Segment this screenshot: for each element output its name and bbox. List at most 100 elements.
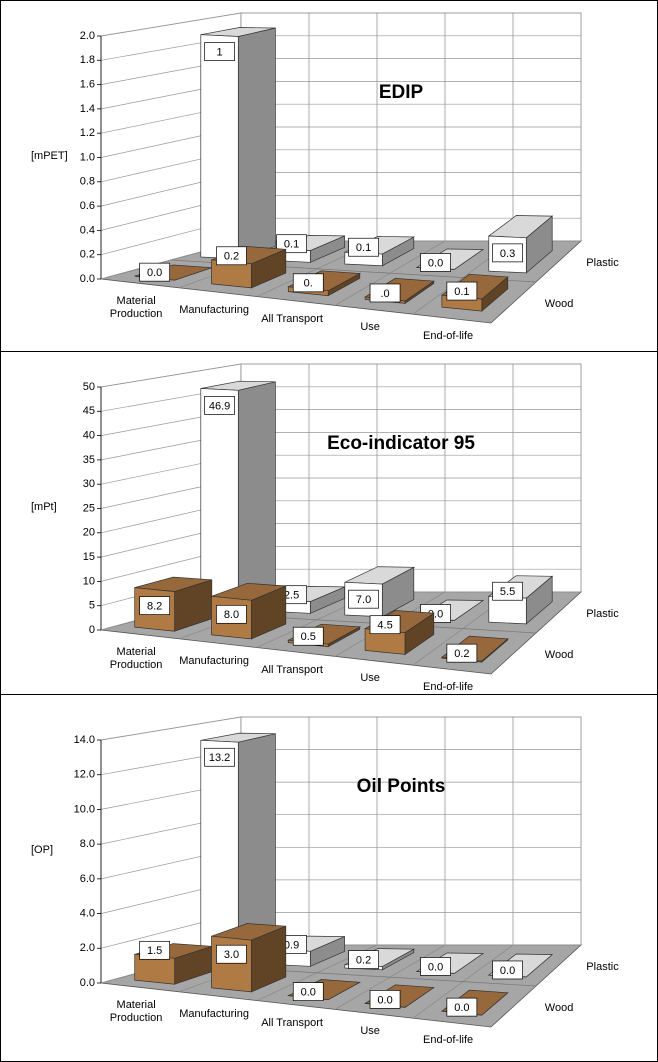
x-tick-label: Manufacturing — [179, 303, 249, 316]
bar-front — [211, 259, 252, 289]
y-axis-label: [mPET] — [31, 150, 68, 162]
value-label: 3.0 — [224, 949, 239, 961]
value-label-box — [139, 940, 171, 960]
bar-front — [134, 953, 175, 985]
series-label: Wood — [545, 649, 574, 661]
x-tick-label: All Transport — [261, 663, 323, 676]
value-label-box — [348, 950, 379, 969]
bar — [200, 732, 276, 964]
value-label-box — [204, 396, 235, 415]
y-tick-label: 40 — [83, 430, 95, 442]
value-label-box — [139, 262, 171, 282]
y-tick-label: 1.0 — [80, 151, 95, 163]
value-label-box — [446, 281, 478, 301]
y-tick-label: 30 — [83, 478, 95, 490]
x-tick-label: Use — [360, 321, 380, 334]
value-label-box — [216, 604, 247, 624]
chart: 0 5 10 15 20 25 30 35 40 45 50 [mPt] Eco-indicator 9… — [31, 363, 619, 675]
y-tick-label: 1.4 — [80, 103, 95, 115]
y-tick-label: 1.6 — [80, 79, 95, 91]
value-label: .0 — [380, 288, 389, 300]
x-tick-label: End-of-life — [423, 1034, 474, 1047]
chart-panel: 0.0 0.2 0.4 0.6 0.8 1.0 1.2 1.4 1.6 1.8 2.0 [mPET] E… — [1, 1, 657, 352]
y-tick-label: 0.0 — [80, 977, 95, 989]
x-tick-label: Manufacturing — [179, 654, 249, 667]
chart-title: Eco-indicator 95 — [327, 433, 475, 454]
y-axis-label: [mPt] — [31, 501, 57, 513]
value-label: 0.1 — [356, 242, 371, 254]
y-tick-label: 10 — [83, 575, 95, 587]
value-label-box — [492, 960, 523, 980]
y-tick-label: 5 — [89, 600, 95, 612]
y-tick-label: 4.0 — [80, 907, 95, 919]
value-label-box — [348, 237, 379, 257]
value-label-box — [292, 982, 324, 1001]
y-tick-label: 10.0 — [74, 803, 95, 815]
back-wall — [240, 716, 582, 946]
y-tick-label: 25 — [83, 502, 95, 514]
value-label-box — [492, 581, 523, 601]
y-tick-label: 6.0 — [80, 873, 95, 885]
series-label: Wood — [545, 298, 574, 310]
value-label-box — [139, 596, 171, 615]
value-label: 7.0 — [356, 594, 371, 606]
value-label: 0.0 — [500, 965, 515, 977]
value-label: 8.2 — [147, 601, 162, 613]
value-label: 2.5 — [284, 590, 299, 602]
value-label-box — [348, 589, 379, 609]
y-tick-label: 0.8 — [80, 176, 95, 188]
chart: 0.00.20.40.60.81.01.21.41.61.82.0[mPET]E… — [31, 12, 619, 324]
value-label-box — [276, 234, 307, 254]
x-tick-label: Material Production — [109, 998, 163, 1024]
value-label: 5.5 — [500, 586, 515, 598]
value-label: 0.1 — [454, 286, 469, 298]
grid-line — [100, 363, 581, 388]
value-label-box — [446, 643, 478, 663]
x-tick-label: Use — [360, 1025, 380, 1038]
value-label-box — [369, 990, 401, 1009]
y-tick-label: 14.0 — [74, 734, 95, 746]
bar-front — [200, 388, 239, 611]
x-tick-label: Manufacturing — [179, 1007, 249, 1020]
y-axis-label: [OP] — [31, 844, 53, 856]
x-tick-label: Use — [360, 672, 380, 685]
value-label: 0. — [304, 278, 313, 290]
y-tick-label: 2.0 — [80, 30, 95, 42]
value-label: 1 — [216, 46, 222, 58]
x-tick-label: End-of-life — [423, 330, 474, 343]
chart-panel: 0 5 10 15 20 25 30 35 40 45 50 [mPt] Eco-indicator 9… — [1, 352, 657, 695]
value-label: 0.0 — [428, 961, 443, 973]
y-tick-label: 1.8 — [80, 54, 95, 66]
y-tick-label: 0.4 — [80, 224, 95, 236]
value-label-box — [492, 243, 523, 263]
y-tick-label: 2.0 — [80, 942, 95, 954]
value-label: 0.2 — [454, 648, 469, 660]
chart-title: EDIP — [379, 82, 424, 103]
value-label: 0.5 — [301, 631, 316, 643]
value-label-box — [292, 626, 324, 646]
value-label: 0.0 — [377, 994, 392, 1006]
bar-front — [488, 595, 527, 625]
series-label: Wood — [545, 1002, 574, 1014]
series-label: Plastic — [586, 961, 619, 973]
bar-front — [211, 935, 252, 993]
value-label-box — [369, 283, 401, 303]
value-label-box — [420, 957, 451, 976]
value-label: 0.0 — [301, 987, 316, 999]
x-tick-label: End-of-life — [423, 681, 474, 694]
y-tick-label: 0.0 — [80, 273, 95, 285]
x-tick-label: Material Production — [109, 294, 163, 320]
chart-title: Oil Points — [357, 776, 446, 797]
value-label-box — [446, 997, 478, 1017]
series-label: Plastic — [586, 257, 619, 269]
y-tick-label: 0.2 — [80, 249, 95, 261]
value-label-box — [216, 246, 247, 266]
bar — [200, 380, 276, 611]
y-tick-label: 15 — [83, 551, 95, 563]
value-label-box — [369, 615, 401, 635]
chart: 0.0 2.0 4.0 6.0 8.0 10.0 12.0 14.0 [OP] Oil Point… — [31, 716, 619, 1028]
value-label: 0.0 — [454, 1002, 469, 1014]
y-tick-label: 45 — [83, 405, 95, 417]
bar — [200, 27, 276, 260]
